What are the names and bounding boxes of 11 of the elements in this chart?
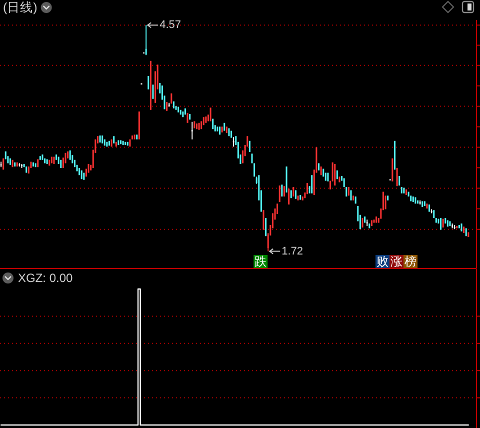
text: 涨 — [390, 254, 402, 268]
chart-title: XGZ: 0.00 — [18, 271, 74, 285]
text: 榜 — [404, 254, 416, 268]
annotation: 1.72 — [282, 245, 304, 258]
candlestick — [232, 137, 234, 147]
text: 败 — [376, 254, 388, 268]
text: 跌 — [254, 254, 267, 268]
annotation: 4.57 — [160, 19, 182, 32]
candlestick — [191, 122, 193, 140]
candlestick — [430, 209, 432, 214]
chart-title: (日线) — [3, 0, 38, 14]
